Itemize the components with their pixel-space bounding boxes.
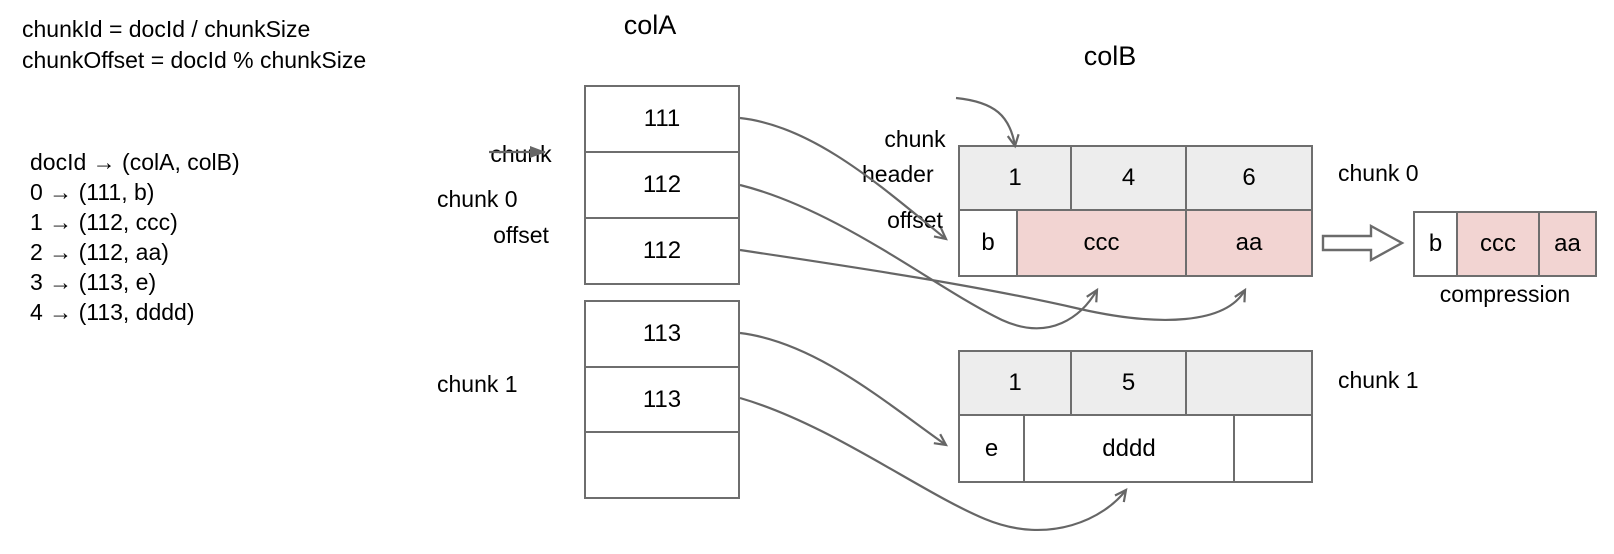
offset-header-cell: 1 [960,147,1072,209]
offset-header-cell: 4 [1072,147,1187,209]
colA-chunk0-label: chunk 0 [437,186,518,212]
colB-chunk0-table: 1 4 6 b ccc aa [958,145,1313,277]
value-cell: b [1415,213,1458,275]
mapping-header: docId → (colA, colB) [30,149,240,175]
colB-chunk1-table: 1 5 e dddd [958,350,1313,483]
offset-header-cell: 6 [1242,164,1256,191]
mapping-row: 4 → (113, dddd) [30,299,195,325]
colA-chunk1-label: chunk 1 [437,371,518,397]
offset-header-cell-empty [1187,352,1311,414]
compression-label: compression [1439,281,1571,307]
formula-chunk-id: chunkId = docId / chunkSize [22,16,311,42]
colB-chunk0-header-row: 1 4 6 [960,147,1311,211]
colA-cell: 113 [586,368,738,434]
compression-result-box: b ccc aa [1413,211,1597,277]
offset-header-cell: 1 [960,352,1072,414]
value-cell: b [960,211,1018,275]
colB-chunk1-label: chunk 1 [1338,367,1419,393]
arrow-docid3-113-to-e [739,331,949,447]
formula-chunk-offset: chunkOffset = docId % chunkSize [22,47,367,73]
value-cell-empty [1235,416,1311,481]
mapping-row: 3 → (113, e) [30,269,157,295]
mapping-row: 1 → (112, ccc) [30,209,178,235]
colA-cell-empty [586,433,738,497]
colA-cell: 112 [642,237,682,264]
colB-chunk1-data-row: e dddd [960,416,1311,481]
colA-chunk0-column: 111 112 112 [584,85,740,285]
compression-block-arrow [1321,223,1405,263]
colA-cell: 111 [586,87,738,153]
mapping-row: 0 → (111, b) [30,179,155,205]
value-cell: dddd [1025,416,1235,481]
formula-block: chunkId = docId / chunkSize chunkOffset … [22,14,366,76]
value-cell-highlighted: ccc [1458,213,1540,275]
colA-cell: 113 [586,302,738,368]
value-cell-highlighted: ccc [1018,211,1187,275]
colA-chunk1-column: 113 113 [584,300,740,499]
mapping-row: 2 → (112, aa) [30,239,169,265]
offset-header-cell: 5 [1072,352,1187,414]
value-cell: e [960,416,1025,481]
colB-title: colB [1083,41,1137,71]
docid-mapping-list: docId → (colA, colB) 0 → (111, b) 1 → (1… [30,147,240,327]
colB-chunk1-header-row: 1 5 [960,352,1311,416]
colA-cell: 112 [586,153,738,219]
colB-header-label: header [862,161,934,187]
value-cell-highlighted: aa [1540,213,1595,275]
colB-chunk0-label: chunk 0 [1338,160,1419,186]
colB-chunk0-data-row: b ccc aa [960,211,1311,275]
colA-title: colA [623,10,677,40]
value-cell-highlighted: aa [1187,211,1311,275]
